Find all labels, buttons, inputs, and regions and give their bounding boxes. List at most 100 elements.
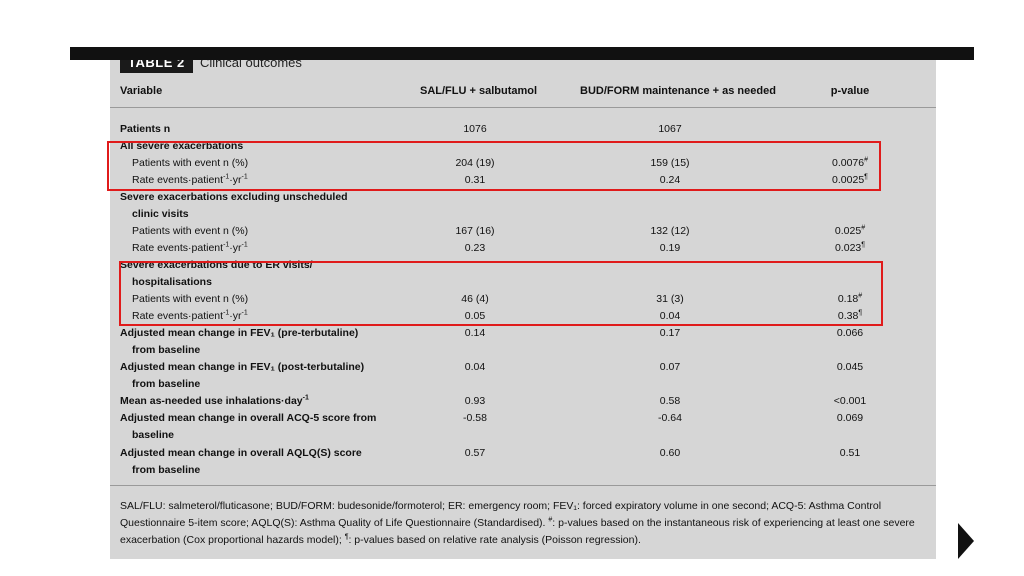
row-excl-pe-v1: 167 (16): [455, 225, 495, 237]
p-mark: ¶: [864, 173, 868, 181]
highlight-box-er-visits: [119, 261, 883, 326]
p-mark: ¶: [858, 309, 863, 317]
row-excl-pe-p: 0.025#: [795, 223, 905, 240]
row-excl-head1: Severe exacerbations excluding unschedul…: [120, 191, 348, 203]
header-divider: [110, 107, 936, 108]
row-all-pe-v2: 159 (15): [650, 157, 690, 169]
row-fev-post-label2: from baseline: [132, 378, 201, 390]
rate-sup2: -1: [241, 309, 248, 317]
row-all-severe-label: All severe exacerbations: [120, 140, 244, 152]
row-er-head2: hospitalisations: [132, 276, 212, 288]
table-caption: TABLE 2 Clinical outcomes: [110, 60, 936, 74]
row-asneeded-label: Mean as-needed use inhalations·day-1: [120, 393, 309, 410]
row-acq-v2: -0.64: [658, 412, 682, 424]
row-aqlq-v2: 0.60: [659, 447, 681, 459]
row-excl-head2: clinic visits: [132, 208, 189, 220]
table-title: Clinical outcomes: [200, 60, 302, 70]
rate-mid: ·yr: [229, 242, 242, 254]
header-sal-flu: SAL/FLU + salbutamol: [420, 85, 538, 97]
row-fev-pre-p: 0.066: [836, 327, 864, 339]
footnote-mark2: ¶: [344, 533, 349, 541]
footnote-part2: : p-values based on the instantaneous ri…: [120, 517, 915, 546]
p-mark: #: [861, 224, 866, 232]
row-excl-rate-label: Rate events·patient-1·yr-1: [132, 240, 248, 257]
row-excl-rate-v2: 0.19: [659, 242, 681, 254]
row-er-rate-label: Rate events·patient-1·yr-1: [132, 308, 248, 325]
row-excl-rate-v1: 0.23: [464, 242, 486, 254]
row-asneeded-p: <0.001: [833, 395, 867, 407]
rate-sup1: -1: [223, 241, 230, 249]
row-er-pe-label: Patients with event n (%): [132, 293, 249, 305]
row-er-pe-p: 0.18#: [795, 291, 905, 308]
row-all-pe-p: 0.0076#: [795, 155, 905, 172]
row-all-pe-label: Patients with event n (%): [132, 157, 249, 169]
row-fev-pre-label2: from baseline: [132, 344, 201, 356]
rate-sup2: -1: [241, 241, 248, 249]
asneeded-text: Mean as-needed use inhalations·day: [120, 395, 303, 407]
rate-label: Rate events·patient: [132, 310, 224, 322]
header-variable: Variable: [120, 85, 163, 97]
row-fev-post-v2: 0.07: [659, 361, 681, 373]
row-excl-pe-label: Patients with event n (%): [132, 225, 249, 237]
footer-divider: [110, 485, 936, 486]
p-value: 0.025: [834, 225, 862, 237]
rate-sup1: -1: [223, 309, 230, 317]
row-aqlq-label2: from baseline: [132, 464, 201, 476]
rate-mid: ·yr: [229, 174, 242, 186]
row-er-pe-v1: 46 (4): [461, 293, 489, 305]
row-aqlq-p: 0.51: [839, 447, 861, 459]
rate-label: Rate events·patient: [132, 242, 224, 254]
p-mark: #: [858, 292, 863, 300]
row-acq-p: 0.069: [836, 412, 864, 424]
row-er-rate-p: 0.38¶: [795, 308, 905, 325]
footnote-mark1: #: [548, 516, 553, 524]
row-all-rate-v2: 0.24: [659, 174, 681, 186]
row-acq-label2: baseline: [132, 429, 175, 441]
row-fev-pre-v2: 0.17: [659, 327, 681, 339]
next-arrow-icon[interactable]: [958, 523, 974, 559]
row-acq-label: Adjusted mean change in overall ACQ-5 sc…: [120, 412, 377, 424]
row-asneeded-v1: 0.93: [464, 395, 486, 407]
rate-sup1: -1: [223, 173, 230, 181]
p-mark: #: [864, 156, 869, 164]
footnote-part3: : p-values based on relative rate analys…: [348, 534, 641, 546]
row-patients-n-label: Patients n: [120, 123, 171, 135]
row-all-rate-label: Rate events·patient-1·yr-1: [132, 172, 248, 189]
row-er-rate-v2: 0.04: [659, 310, 681, 322]
top-bar: [70, 47, 974, 60]
p-value: 0.0025: [832, 174, 865, 186]
row-excl-rate-p: 0.023¶: [795, 240, 905, 257]
row-fev-post-p: 0.045: [836, 361, 864, 373]
highlight-box-all-severe: [107, 141, 881, 191]
p-value: 0.18: [837, 293, 859, 305]
row-fev-post-v1: 0.04: [464, 361, 486, 373]
header-bud-form: BUD/FORM maintenance + as needed: [580, 85, 776, 97]
row-aqlq-label: Adjusted mean change in overall AQLQ(S) …: [120, 447, 362, 459]
footnote-part1: SAL/FLU: salmeterol/fluticasone; BUD/FOR…: [120, 500, 882, 529]
row-asneeded-v2: 0.58: [659, 395, 681, 407]
row-patients-n-v1: 1076: [463, 123, 487, 135]
p-mark: ¶: [861, 241, 866, 249]
rate-mid: ·yr: [229, 310, 242, 322]
row-all-rate-v1: 0.31: [464, 174, 486, 186]
row-excl-pe-v2: 132 (12): [650, 225, 690, 237]
table-footnote: SAL/FLU: salmeterol/fluticasone; BUD/FOR…: [120, 498, 928, 549]
row-er-rate-v1: 0.05: [464, 310, 486, 322]
p-value: 0.0076: [831, 157, 865, 169]
table-tag: TABLE 2: [120, 60, 193, 73]
row-er-pe-v2: 31 (3): [656, 293, 684, 305]
rate-label: Rate events·patient: [132, 174, 224, 186]
row-patients-n-v2: 1067: [658, 123, 682, 135]
p-value: 0.023: [834, 242, 862, 254]
p-value: 0.38: [837, 310, 859, 322]
row-fev-post-label: Adjusted mean change in FEV₁ (post-terbu…: [120, 361, 365, 373]
row-all-rate-p: 0.0025¶: [795, 172, 905, 189]
row-fev-pre-v1: 0.14: [464, 327, 486, 339]
row-aqlq-v1: 0.57: [464, 447, 486, 459]
table-panel: TABLE 2 Clinical outcomes Variable SAL/F…: [110, 60, 936, 559]
row-all-pe-v1: 204 (19): [455, 157, 495, 169]
row-acq-v1: -0.58: [463, 412, 487, 424]
row-fev-pre-label: Adjusted mean change in FEV₁ (pre-terbut…: [120, 327, 359, 339]
header-p-value: p-value: [830, 85, 870, 97]
asneeded-sup: -1: [302, 394, 309, 402]
